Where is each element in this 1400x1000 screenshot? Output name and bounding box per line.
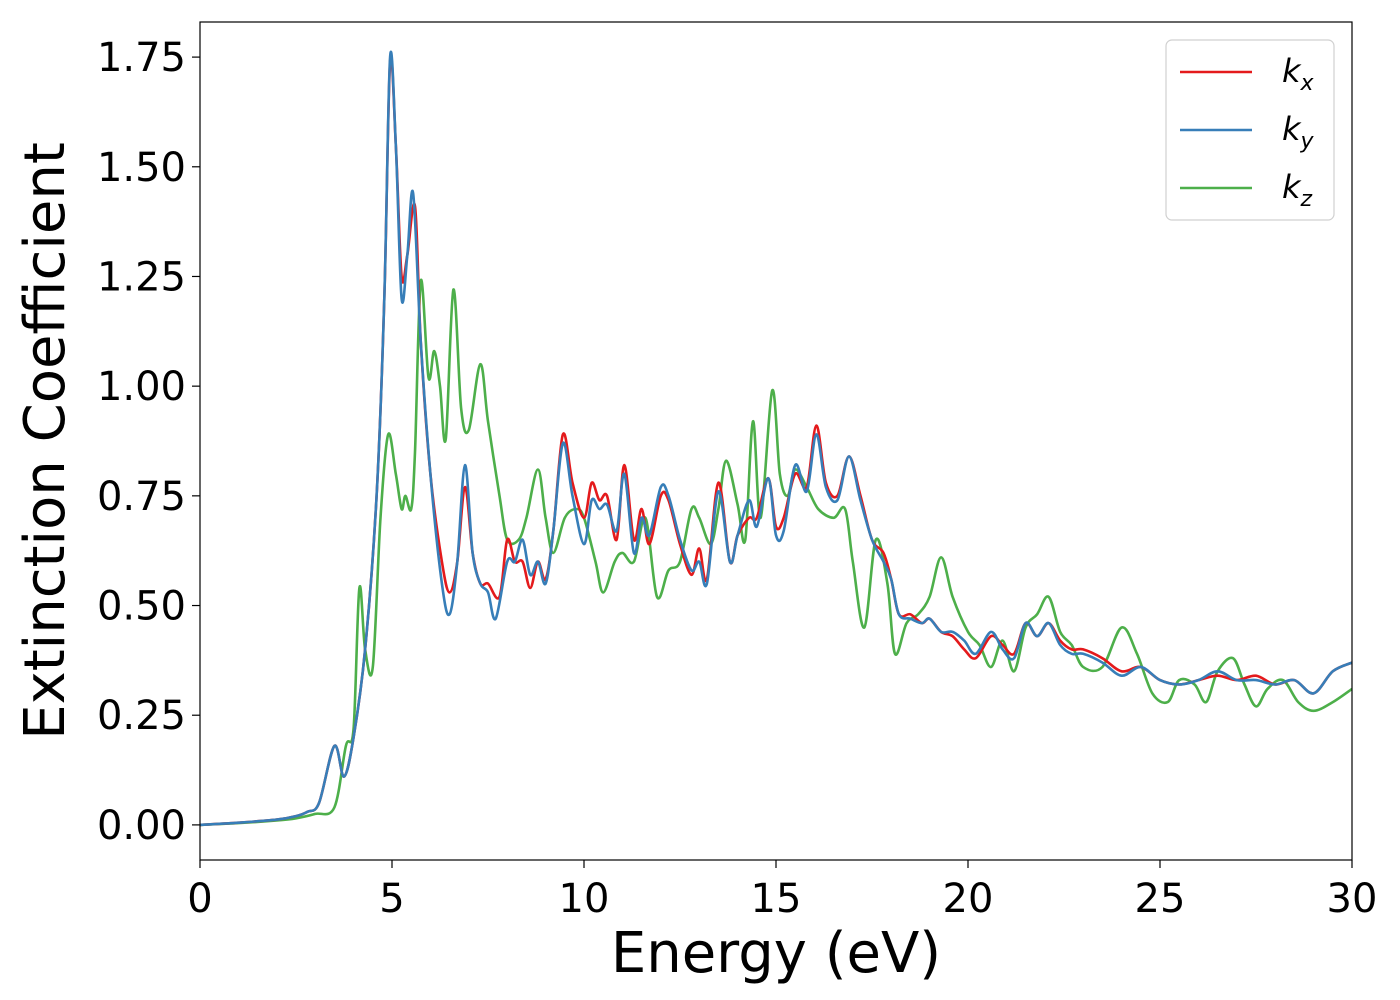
series-line-k-z xyxy=(200,278,1352,827)
x-tick-label: 0 xyxy=(187,876,212,922)
x-axis-title: Energy (eV) xyxy=(611,921,941,986)
x-tick-label: 15 xyxy=(751,876,802,922)
x-tick-label: 20 xyxy=(943,876,994,922)
y-axis-ticks: 0.00 0.25 0.50 0.75 1.00 1.25 1.50 1.75 xyxy=(97,35,200,849)
legend-label-main: k xyxy=(1282,110,1302,148)
x-axis-ticks: 0 5 10 15 20 25 30 xyxy=(187,860,1377,922)
x-tick-label: 30 xyxy=(1327,876,1378,922)
y-tick-label: 0.25 xyxy=(97,693,186,739)
y-tick-label: 1.75 xyxy=(97,35,186,81)
legend-label-subscript: x xyxy=(1300,71,1315,96)
y-tick-label: 1.25 xyxy=(97,254,186,300)
y-axis-title: Extinction Coefficient xyxy=(13,142,78,740)
legend-label-main: k xyxy=(1282,52,1302,90)
legend-label-k-x: kx xyxy=(1282,52,1315,96)
legend-label-subscript: y xyxy=(1300,129,1315,154)
x-tick-label: 25 xyxy=(1135,876,1186,922)
series-line-k-y xyxy=(200,50,1352,827)
legend-label-k-y: ky xyxy=(1282,110,1315,154)
y-tick-label: 1.50 xyxy=(97,145,186,191)
legend-label-subscript: z xyxy=(1300,187,1313,212)
x-tick-label: 10 xyxy=(559,876,610,922)
series-layer xyxy=(200,50,1352,827)
x-tick-label: 5 xyxy=(379,876,404,922)
legend-label-main: k xyxy=(1282,168,1302,206)
legend-label-k-z: kz xyxy=(1282,168,1313,212)
y-tick-label: 1.00 xyxy=(97,364,186,410)
y-tick-label: 0.50 xyxy=(97,584,186,630)
y-tick-label: 0.00 xyxy=(97,803,186,849)
y-tick-label: 0.75 xyxy=(97,474,186,520)
